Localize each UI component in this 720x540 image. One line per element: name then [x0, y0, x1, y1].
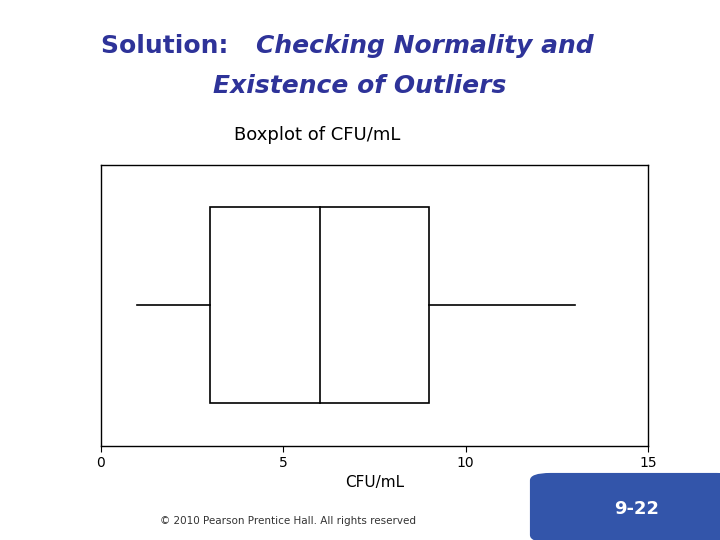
- Text: Solution:: Solution:: [101, 34, 237, 58]
- Text: Existence of Outliers: Existence of Outliers: [213, 75, 507, 98]
- Text: Checking Normality and: Checking Normality and: [256, 34, 593, 58]
- Text: 9-22: 9-22: [615, 500, 660, 518]
- FancyBboxPatch shape: [530, 473, 720, 540]
- Text: © 2010 Pearson Prentice Hall. All rights reserved: © 2010 Pearson Prentice Hall. All rights…: [160, 516, 416, 526]
- Bar: [210, 207, 429, 403]
- X-axis label: CFU/mL: CFU/mL: [345, 476, 404, 490]
- Text: Boxplot of CFU/mL: Boxplot of CFU/mL: [233, 126, 400, 144]
